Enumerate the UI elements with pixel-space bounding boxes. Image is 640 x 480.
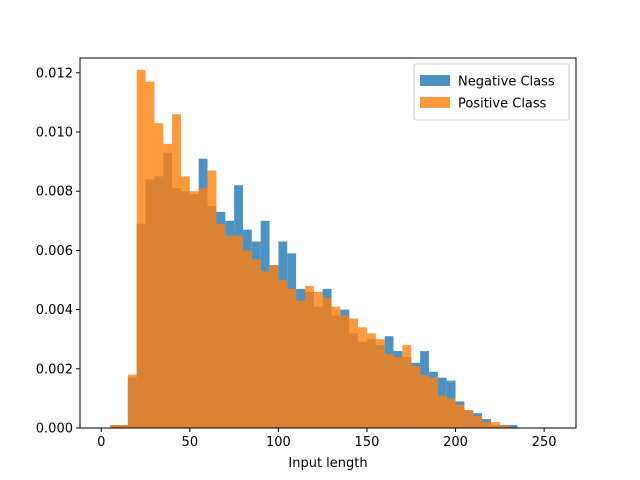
x-tick-label: 0 [97,435,105,450]
x-axis-ticks: 0 50 100 150 200 250 [97,428,557,450]
histogram-bar [340,315,350,428]
legend-swatch [420,97,450,108]
legend-label: Negative Class [458,75,555,90]
histogram-bar [499,425,509,428]
histogram-bar [127,374,137,428]
histogram-bar [269,265,279,428]
histogram-bar [411,365,421,428]
histogram-bar [172,114,181,429]
legend-label: Positive Class [458,97,547,112]
x-tick-label: 150 [355,435,380,450]
histogram-bar [296,300,305,428]
y-axis-ticks: 0.000 0.002 0.004 0.006 0.008 0.010 0.012 [36,66,80,437]
histogram-bar [189,191,199,428]
y-tick-label: 0.006 [36,244,73,259]
histogram-bar [225,235,235,428]
histogram-bar [118,425,128,428]
legend-swatch [420,75,450,86]
y-tick-label: 0.002 [36,362,73,377]
histogram-bar [393,356,403,428]
histogram-bar [180,176,190,428]
histogram-bar [473,416,483,428]
x-tick-label: 100 [266,435,291,450]
histogram-bar [490,422,500,428]
y-tick-label: 0.010 [36,126,73,141]
histogram-bar [464,410,474,428]
histogram-bar [420,374,429,428]
histogram-bar [358,327,367,428]
histogram-bar [136,69,146,428]
histogram-bar [304,285,314,428]
legend: Negative Class Positive Class [413,63,570,121]
histogram-bar [260,271,270,428]
series-positive-class [110,69,509,429]
histogram-bar [251,259,261,428]
histogram-bar [198,188,208,428]
histogram-bar [278,280,288,428]
x-axis-label: Input length [288,456,367,471]
x-tick-label: 200 [443,435,468,450]
histogram-bar [482,422,491,428]
histogram-bar [349,318,359,428]
histogram-bar [446,398,456,428]
x-tick-label: 250 [532,435,557,450]
histogram-bar [163,143,173,428]
histogram-bar [145,81,155,429]
y-tick-label: 0.012 [36,66,73,81]
histogram-bar [455,404,465,428]
histogram-bar [366,333,376,428]
histogram-bar [234,235,243,428]
histogram-bar [154,123,164,429]
histogram-bar [313,291,323,428]
histogram-bar [508,425,518,428]
histogram-bar [216,223,226,428]
y-tick-label: 0.008 [36,185,73,200]
histogram-bar [375,339,385,428]
x-tick-label: 50 [182,435,199,450]
histogram-bar [437,395,447,428]
histogram-bar [331,306,341,428]
axes-frame [79,57,577,429]
histogram-bar [287,288,297,428]
histogram-bar [322,297,332,428]
y-tick-label: 0.004 [36,303,73,318]
histogram-bar [207,170,217,429]
histogram-bar [110,425,119,428]
histogram-bar [402,345,412,428]
histogram-bar [384,354,394,428]
histogram-bar [428,377,438,428]
bars-layer [110,69,518,429]
y-tick-label: 0.000 [36,422,73,437]
histogram-bar [242,250,252,428]
legend-box [413,63,570,121]
